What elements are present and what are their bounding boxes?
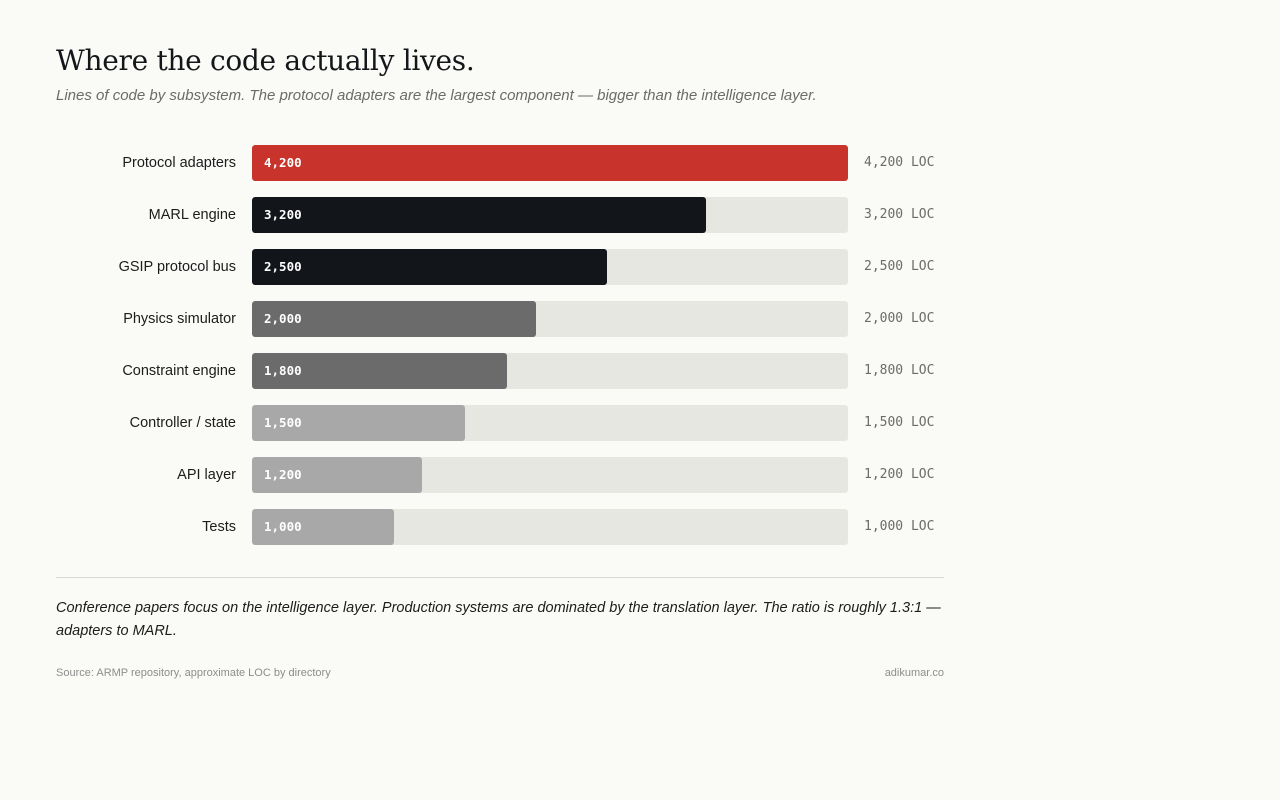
bar-data-label: 2,500 — [264, 259, 302, 274]
bar-chart: Protocol adapters 4,200 4,200 LOC MARL engi… — [118, 145, 935, 545]
bar[interactable]: 1,000 — [252, 509, 394, 545]
value-label: 3,200 LOC — [864, 207, 935, 222]
category-label: Constraint engine — [122, 363, 236, 379]
bar-data-label: 1,200 — [264, 467, 302, 482]
bar[interactable]: 1,200 — [252, 457, 423, 493]
footnote: Conference papers focus on the intellige… — [56, 600, 941, 639]
source-note: Source: ARMP repository, approximate LOC… — [56, 667, 331, 679]
bar-track: 3,200 — [252, 197, 848, 233]
category-label: MARL engine — [148, 207, 236, 223]
bar[interactable]: 1,500 — [252, 405, 465, 441]
value-label: 1,800 LOC — [864, 363, 935, 378]
bar[interactable]: 2,500 — [252, 249, 607, 285]
bar-data-label: 2,000 — [264, 311, 302, 326]
credit-link[interactable]: adikumar.co — [884, 667, 944, 679]
bar[interactable]: 2,000 — [252, 301, 536, 337]
category-label: API layer — [177, 467, 236, 483]
value-label: 2,000 LOC — [864, 311, 935, 326]
page-title: Where the code actually lives. — [56, 44, 475, 77]
value-label: 1,000 LOC — [864, 519, 935, 534]
category-label: Tests — [202, 519, 236, 535]
category-label: Physics simulator — [123, 311, 236, 327]
bar-data-label: 1,500 — [264, 415, 302, 430]
bar-track: 1,000 — [252, 509, 848, 545]
bar-track: 2,000 — [252, 301, 848, 337]
bar[interactable]: 4,200 — [252, 145, 848, 181]
bar-data-label: 3,200 — [264, 207, 302, 222]
bar-track: 2,500 — [252, 249, 848, 285]
category-label: Protocol adapters — [122, 155, 236, 171]
value-label: 1,500 LOC — [864, 415, 935, 430]
bar-data-label: 1,800 — [264, 363, 302, 378]
page-subtitle: Lines of code by subsystem. The protocol… — [56, 87, 817, 104]
divider — [56, 577, 944, 578]
category-label: GSIP protocol bus — [118, 259, 236, 275]
value-label: 4,200 LOC — [864, 155, 935, 170]
bar-track: 1,500 — [252, 405, 848, 441]
bar-track: 1,200 — [252, 457, 848, 493]
bar[interactable]: 3,200 — [252, 197, 707, 233]
bar-track: 1,800 — [252, 353, 848, 389]
value-label: 2,500 LOC — [864, 259, 935, 274]
category-label: Controller / state — [129, 415, 236, 431]
value-label: 1,200 LOC — [864, 467, 935, 482]
bar-data-label: 4,200 — [264, 155, 302, 170]
bar[interactable]: 1,800 — [252, 353, 508, 389]
bar-data-label: 1,000 — [264, 519, 302, 534]
bar-track: 4,200 — [252, 145, 848, 181]
